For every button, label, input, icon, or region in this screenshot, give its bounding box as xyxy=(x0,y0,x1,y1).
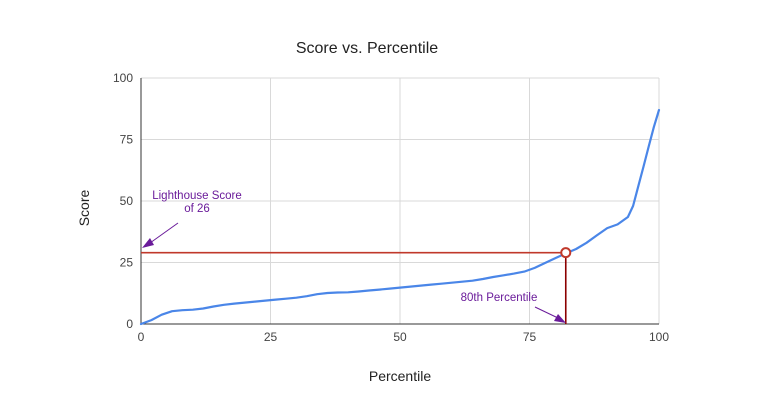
x-tick-label: 75 xyxy=(523,330,537,344)
x-tick-label: 25 xyxy=(264,330,278,344)
percentile-label: 80th Percentile xyxy=(461,292,538,304)
percentile-arrow-head xyxy=(554,314,566,323)
chart-title: Score vs. Percentile xyxy=(296,40,438,57)
lighthouse-score-label-line2: of 26 xyxy=(184,203,210,215)
lighthouse-score-label-line1: Lighthouse Score xyxy=(152,190,242,202)
x-axis-title: Percentile xyxy=(369,368,431,384)
x-axis-ticks: 0 25 50 75 100 xyxy=(138,330,670,344)
annotations: Lighthouse Score of 26 80th Percentile xyxy=(141,190,572,324)
score-arrow-line xyxy=(149,222,179,244)
y-axis-ticks: 0 25 50 75 100 xyxy=(113,71,133,331)
y-tick-label: 50 xyxy=(120,194,134,208)
y-axis-title: Score xyxy=(76,190,92,227)
x-tick-label: 100 xyxy=(649,330,669,344)
percentile-arrow-line xyxy=(534,306,559,319)
x-tick-label: 0 xyxy=(138,330,145,344)
y-tick-label: 75 xyxy=(120,133,134,147)
y-tick-label: 25 xyxy=(120,256,134,270)
grid xyxy=(140,77,660,325)
plot-area xyxy=(139,108,661,326)
score-arrow-head xyxy=(142,238,154,248)
y-tick-label: 0 xyxy=(126,317,133,331)
x-tick-label: 50 xyxy=(393,330,407,344)
score-line xyxy=(139,108,661,326)
y-tick-label: 100 xyxy=(113,71,133,85)
intersection-marker xyxy=(560,247,572,259)
